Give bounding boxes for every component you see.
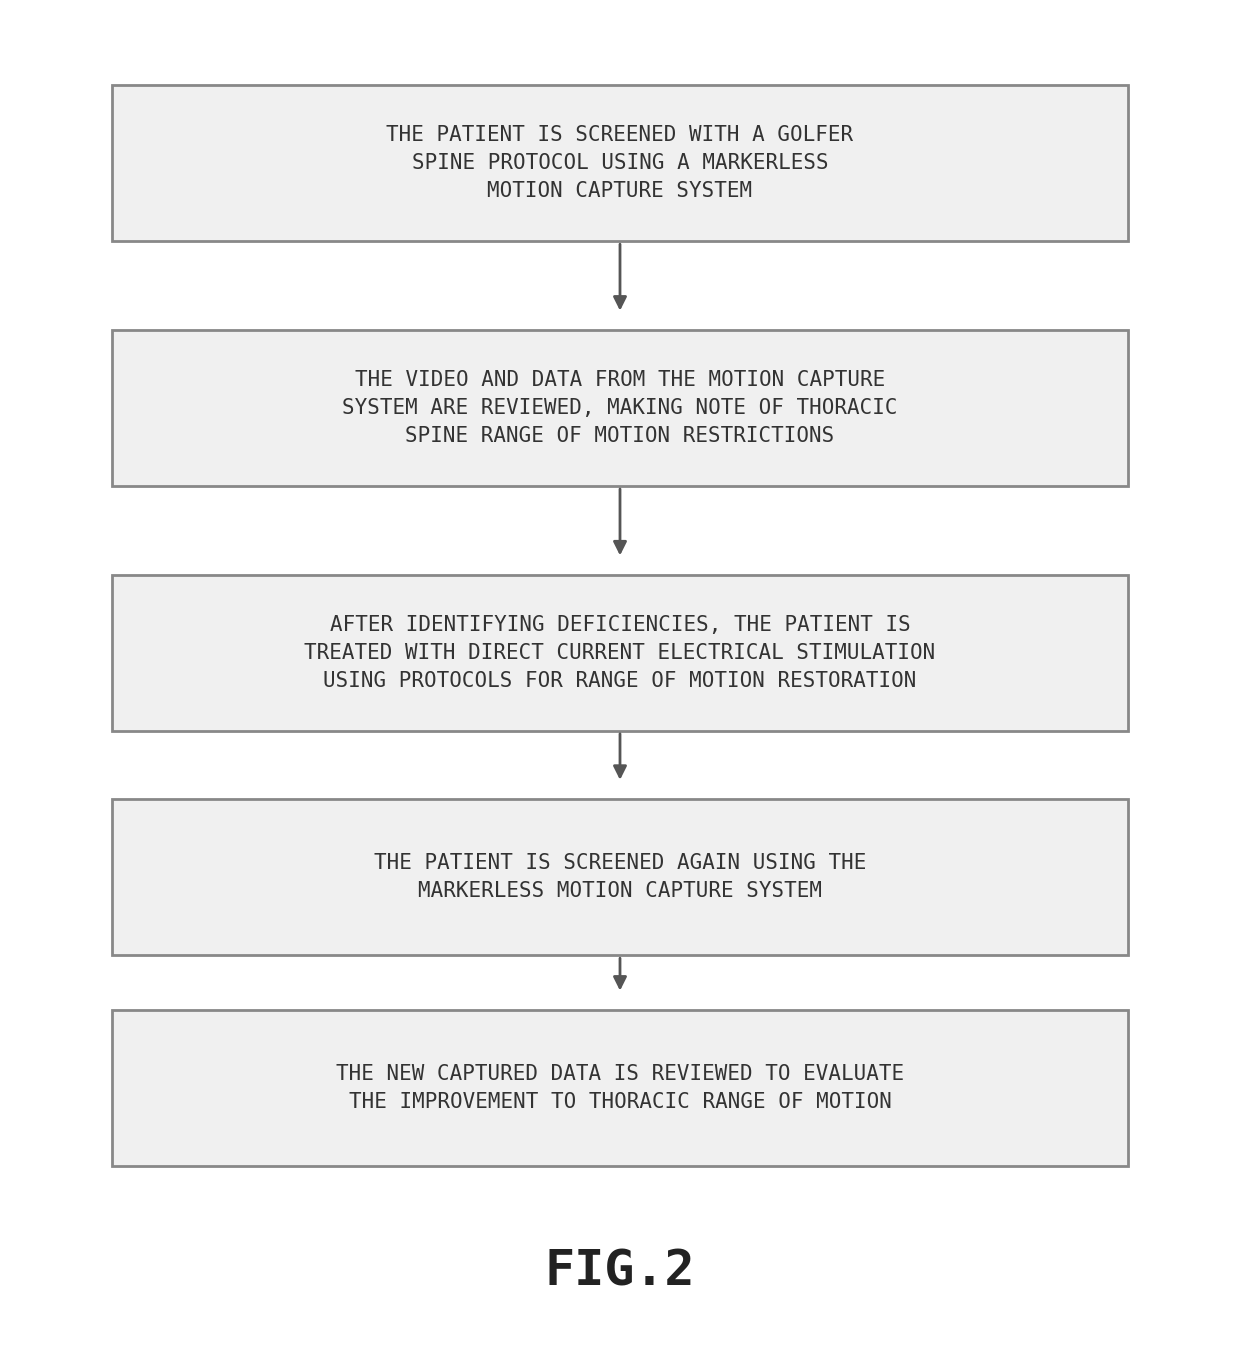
Text: THE VIDEO AND DATA FROM THE MOTION CAPTURE
SYSTEM ARE REVIEWED, MAKING NOTE OF T: THE VIDEO AND DATA FROM THE MOTION CAPTU… [342, 370, 898, 446]
FancyBboxPatch shape [112, 329, 1128, 487]
Text: THE NEW CAPTURED DATA IS REVIEWED TO EVALUATE
THE IMPROVEMENT TO THORACIC RANGE : THE NEW CAPTURED DATA IS REVIEWED TO EVA… [336, 1064, 904, 1112]
FancyBboxPatch shape [112, 1009, 1128, 1166]
Text: THE PATIENT IS SCREENED WITH A GOLFER
SPINE PROTOCOL USING A MARKERLESS
MOTION C: THE PATIENT IS SCREENED WITH A GOLFER SP… [387, 125, 853, 201]
Text: FIG.2: FIG.2 [544, 1247, 696, 1296]
Text: AFTER IDENTIFYING DEFICIENCIES, THE PATIENT IS
TREATED WITH DIRECT CURRENT ELECT: AFTER IDENTIFYING DEFICIENCIES, THE PATI… [304, 615, 936, 691]
FancyBboxPatch shape [112, 574, 1128, 732]
Text: THE PATIENT IS SCREENED AGAIN USING THE
MARKERLESS MOTION CAPTURE SYSTEM: THE PATIENT IS SCREENED AGAIN USING THE … [373, 853, 867, 902]
FancyBboxPatch shape [112, 800, 1128, 955]
FancyBboxPatch shape [112, 84, 1128, 242]
